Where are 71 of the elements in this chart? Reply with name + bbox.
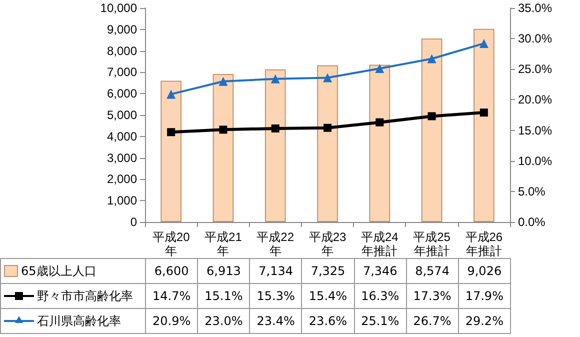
point: [271, 124, 280, 132]
point: [219, 126, 228, 134]
point: [479, 38, 488, 48]
text: 9,026: [467, 264, 502, 278]
point: [427, 54, 436, 64]
text: 26.7%: [413, 314, 452, 328]
x-tick-label: 平成24年推計: [360, 230, 399, 258]
text: 15.4%: [308, 289, 348, 303]
point: [480, 108, 488, 117]
y-tick-label: 2,000: [106, 172, 138, 186]
text: 7,325: [310, 264, 346, 278]
x-tick-label: 平成25年推計: [413, 230, 451, 258]
text: 15.3%: [256, 289, 295, 303]
text: 14.7%: [152, 289, 191, 303]
point: [376, 118, 384, 126]
point: [324, 124, 332, 132]
x-tick-label: 平成26年推計: [465, 230, 503, 258]
y-tick-label: 5,000: [106, 108, 138, 122]
bar: [317, 65, 338, 222]
text: 17.9%: [465, 289, 504, 303]
point: [375, 64, 384, 74]
point: [323, 73, 332, 82]
text: 25.1%: [361, 314, 400, 328]
y2-tick-label: 10.0%: [518, 154, 552, 168]
y-tick-label: 9,000: [106, 22, 138, 36]
text: 15.1%: [204, 289, 243, 303]
text: 23.6%: [308, 314, 348, 328]
text: 7,134: [258, 264, 294, 278]
bar: [160, 80, 182, 222]
bar: [474, 28, 494, 222]
y2-tick-label: 5.0%: [518, 184, 546, 198]
text: 7,346: [362, 264, 398, 278]
point: [270, 74, 280, 84]
legend-label: 野々市市高齢化率: [0, 284, 146, 308]
bar: [264, 69, 286, 222]
legend-label: 65歳以上人口: [0, 258, 146, 284]
point: [428, 112, 436, 120]
text: 20.9%: [152, 314, 191, 328]
text: 23.4%: [256, 314, 295, 328]
y2-tick-label: 0.0%: [518, 215, 546, 229]
y2-tick-label: 20.0%: [518, 92, 552, 107]
text: 17.3%: [413, 289, 452, 303]
y-tick-label: 3,000: [106, 150, 138, 165]
bar: [421, 38, 442, 222]
bar: [369, 64, 390, 222]
y2-tick-label: 35.0%: [518, 1, 552, 15]
point: [218, 76, 228, 86]
text: 16.3%: [361, 289, 400, 303]
text: 6,600: [154, 264, 189, 278]
y2-tick-label: 25.0%: [518, 62, 552, 76]
y-tick-label: 0: [130, 215, 138, 229]
y2-tick-label: 15.0%: [518, 123, 552, 138]
text: 23.0%: [204, 314, 243, 328]
y-tick-label: 10,000: [100, 1, 138, 15]
x-tick-label: 平成22年: [256, 230, 294, 258]
y2-tick-label: 30.0%: [518, 32, 552, 46]
point: [166, 90, 176, 99]
y-tick-label: 4,000: [106, 129, 138, 144]
x-tick-label: 平成23年: [308, 230, 346, 258]
x-tick-label: 平成20年: [152, 230, 190, 258]
text: 6,913: [206, 264, 241, 278]
y-tick-label: 7,000: [106, 65, 138, 80]
legend-label: 石川県高齢化率: [0, 308, 146, 334]
y-tick-label: 6,000: [106, 86, 138, 101]
x-tick-label: 平成21年: [204, 230, 242, 258]
text: 8,574: [415, 264, 450, 278]
y-tick-label: 8,000: [106, 44, 138, 58]
y-tick-label: 1,000: [106, 194, 138, 208]
bar: [212, 74, 234, 222]
text: 29.2%: [465, 314, 504, 328]
point: [167, 128, 176, 136]
